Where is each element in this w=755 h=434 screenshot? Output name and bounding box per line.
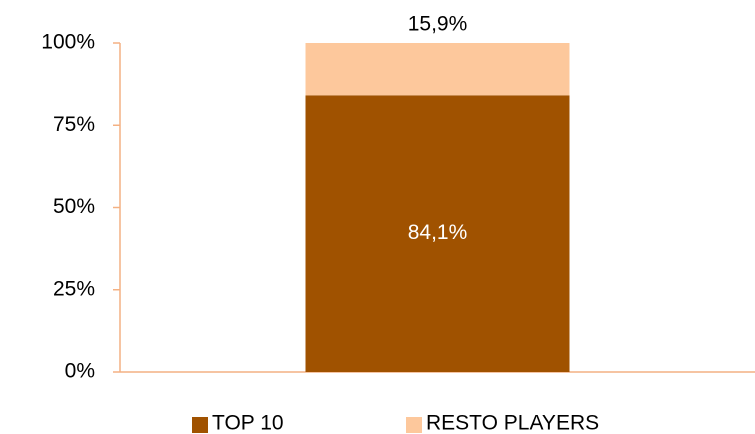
y-tick-label: 100% <box>41 31 95 54</box>
bar-segment <box>305 95 570 372</box>
legend-swatch <box>406 417 422 433</box>
bar-segment <box>305 43 570 96</box>
y-tick-label: 25% <box>53 277 95 300</box>
y-tick-label: 0% <box>65 360 95 383</box>
legend-swatch <box>192 417 208 433</box>
value-label: 84,1% <box>408 221 468 244</box>
value-label: 15,9% <box>408 13 468 36</box>
y-tick-label: 50% <box>53 195 95 218</box>
y-tick-label: 75% <box>53 113 95 136</box>
legend-label: TOP 10 <box>212 412 284 434</box>
legend-label: RESTO PLAYERS <box>426 412 599 434</box>
